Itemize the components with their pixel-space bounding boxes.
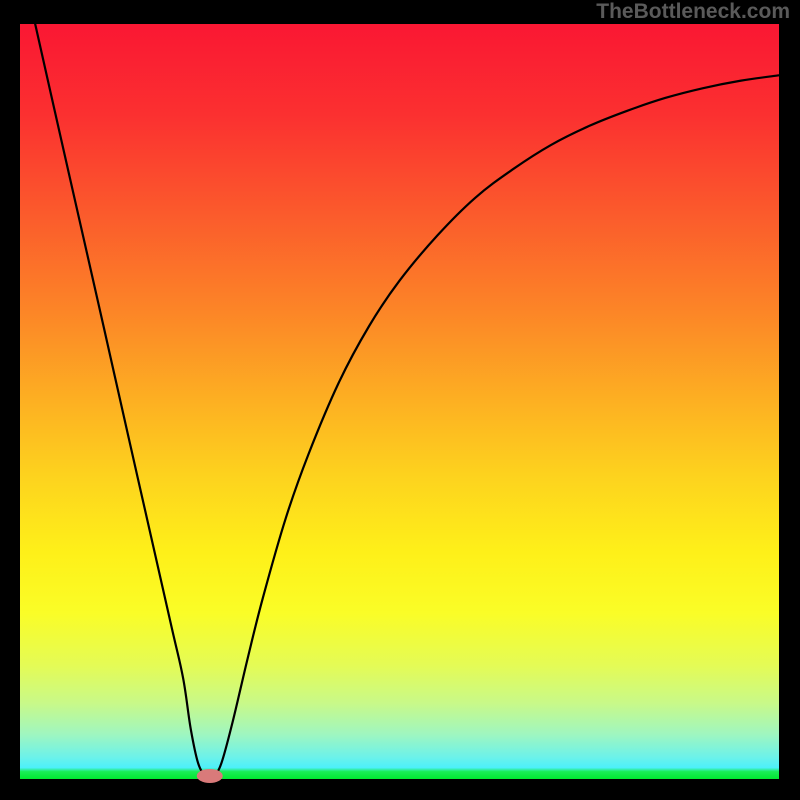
bottleneck-chart	[0, 0, 800, 800]
optimal-point-marker	[197, 769, 223, 783]
plot-area	[20, 24, 779, 779]
watermark-text: TheBottleneck.com	[596, 0, 790, 24]
chart-container: TheBottleneck.com	[0, 0, 800, 800]
